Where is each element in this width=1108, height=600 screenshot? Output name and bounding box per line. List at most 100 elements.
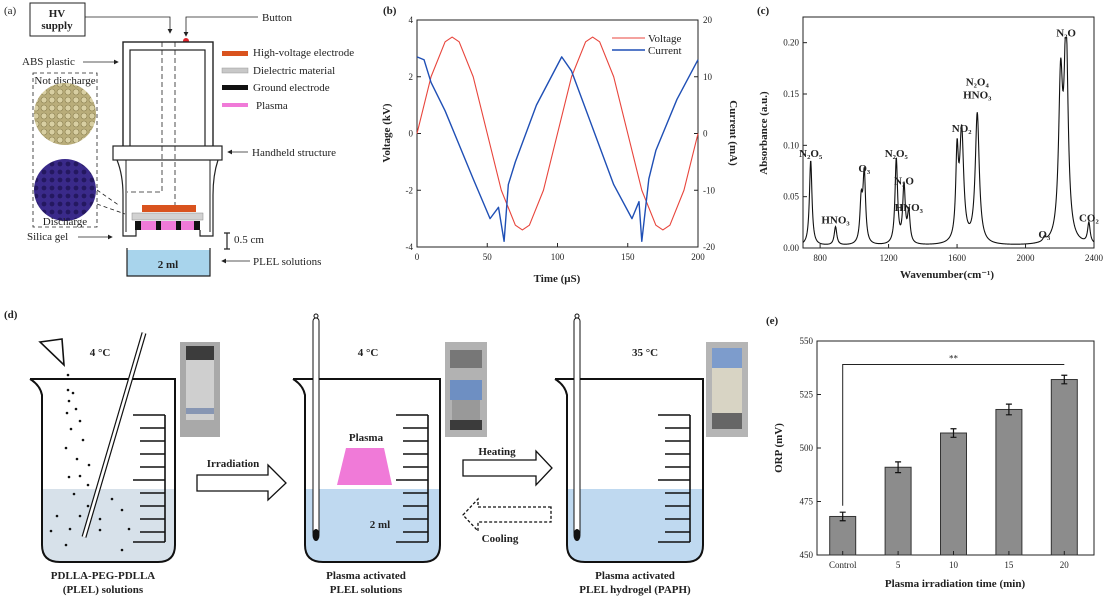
liquid: [42, 489, 175, 562]
legend-ground-electrode: Ground electrode: [253, 82, 330, 94]
x-tick-label: 0: [415, 252, 420, 262]
irradiation-label: Irradiation: [207, 458, 260, 470]
error-bar: [839, 511, 846, 522]
volume-label: 2 ml: [370, 519, 390, 531]
weighing-paper-icon: [38, 338, 65, 368]
y-tick-label: 0.05: [783, 192, 799, 202]
y-tick-label: 2: [409, 72, 414, 82]
caption-3-line-2: PLEL hydrogel (PAPH): [579, 584, 691, 596]
beaker-2: Plasma 2 ml 4 °C Plasma activated PLEL s…: [292, 313, 441, 596]
panel-a-device-schematic: (a) HV supply Button High-voltage electr…: [4, 2, 354, 277]
x-tick-label: 100: [551, 252, 565, 262]
graduation-marks: [658, 414, 691, 543]
x-tick-label: 2400: [1085, 253, 1104, 263]
wire-dashed-lines: [127, 42, 176, 205]
y-tick-label: 0: [409, 129, 414, 139]
y2-tick-label: 20: [703, 15, 713, 25]
series-line-current: [416, 56, 699, 243]
temperature-label-2: 4 °C: [358, 347, 379, 359]
graduation-marks: [396, 414, 429, 543]
legend-swatch-ground: [222, 85, 248, 90]
significance-label: **: [949, 354, 959, 364]
vial-photo-1: [180, 342, 220, 437]
y-tick-label: 0.15: [783, 89, 799, 99]
stirring-rod-inner: [82, 332, 146, 538]
temperature-label-3: 35 °C: [632, 347, 658, 359]
y-tick-label: 0.10: [783, 140, 799, 150]
discharge-label: Discharge: [43, 216, 88, 228]
heating-label: Heating: [478, 446, 516, 458]
y-tick-label: -4: [406, 242, 414, 252]
y-tick-label: 0.20: [783, 38, 799, 48]
caption-1-line-2: (PLEL) solutions: [63, 584, 144, 596]
y2-tick-label: -20: [703, 242, 715, 252]
y2-axis-title: Current (mA): [727, 100, 739, 166]
y-tick-label: 4: [409, 15, 414, 25]
polymer-particles: [49, 373, 131, 552]
peak-label: N₂O: [1056, 28, 1076, 40]
beaker-outline: [554, 378, 704, 563]
x-tick-label: 150: [621, 252, 635, 262]
panel-e-orp-bar-chart: (e) Plasma irradiation time (min) ORP (m…: [766, 315, 1095, 590]
x-tick-label: 50: [483, 252, 493, 262]
error-bar: [895, 461, 902, 474]
cooling-arrow: Cooling: [462, 497, 552, 545]
beaker-outline: [292, 378, 441, 563]
graduation-marks: [133, 414, 166, 543]
y-axis-title: Absorbance (a.u.): [758, 91, 770, 175]
volume-label: 2 ml: [158, 259, 178, 271]
hv-supply-label-1: HV: [49, 8, 66, 20]
y-tick-label: -2: [406, 185, 414, 195]
x-tick-label: 10: [949, 560, 959, 570]
solutions-label: PLEL solutions: [253, 256, 321, 268]
x-axis-title: Time (μS): [534, 273, 581, 285]
panel-a-legend: High-voltage electrode Dielectric materi…: [221, 47, 354, 112]
caption-1-line-1: PDLLA-PEG-PDLLA: [51, 570, 156, 582]
legend-swatch-plasma: [222, 103, 248, 107]
peak-label: O₃: [858, 163, 871, 175]
hv-cable-line: [85, 16, 173, 34]
x-tick-label: 15: [1004, 560, 1014, 570]
caption-2-line-2: PLEL solutions: [330, 584, 403, 596]
lower-inner-wall: [125, 160, 211, 232]
zoom-lines: [96, 189, 126, 215]
panel-b-label: (b): [383, 5, 397, 17]
x-tick-label: 200: [691, 252, 705, 262]
beaker-3: 35 °C Plasma activated PLEL hydrogel (PA…: [554, 313, 704, 596]
electrode-photo-not-discharge: [34, 83, 96, 145]
irradiation-arrow: Irradiation: [196, 458, 287, 502]
peak-label: CO₂: [1079, 212, 1100, 224]
x-tick-label: Control: [829, 560, 857, 570]
handheld-label: Handheld structure: [252, 147, 336, 159]
panel-d-label: (d): [4, 309, 18, 321]
y-tick-label: 500: [800, 443, 814, 453]
panel-b-voltage-current-chart: (b) Time (μS) Voltage (kV) Current (mA) …: [381, 5, 739, 285]
panel-d-process-diagram: (d) 4 °C PDLLA-PEG-PDLLA (PLEL) solution…: [4, 309, 748, 596]
liquid: [305, 489, 440, 562]
x-tick-label: 5: [896, 560, 901, 570]
peak-label: N₂O₅: [885, 148, 909, 160]
error-bar: [950, 428, 957, 438]
significance-bracket: [842, 364, 1065, 506]
legend-dielectric: Dielectric material: [253, 65, 335, 77]
series-line-voltage: [416, 36, 699, 231]
spectrum-line: [802, 36, 1095, 245]
handheld-band: [112, 145, 223, 161]
y-tick-label: 475: [800, 497, 814, 507]
y-axis-title: Voltage (kV): [381, 103, 393, 163]
button-pointer: [183, 16, 258, 37]
legend-swatch-dielectric: [221, 67, 249, 74]
peak-label: N₂O₄: [966, 77, 990, 89]
x-axis-title: Plasma irradiation time (min): [885, 578, 1026, 590]
peak-label: N₂O₅: [799, 148, 823, 160]
thermometer-icon: [312, 313, 320, 541]
plasma-layer: [135, 221, 200, 230]
peak-label: O₃: [1038, 229, 1051, 241]
beaker-outline: [29, 378, 176, 563]
panel-c-label: (c): [757, 5, 770, 17]
error-bar: [1005, 403, 1012, 416]
legend: Voltage Current: [612, 33, 682, 57]
electrode-photo-discharge: [34, 159, 96, 221]
bar-20: [1050, 379, 1078, 556]
